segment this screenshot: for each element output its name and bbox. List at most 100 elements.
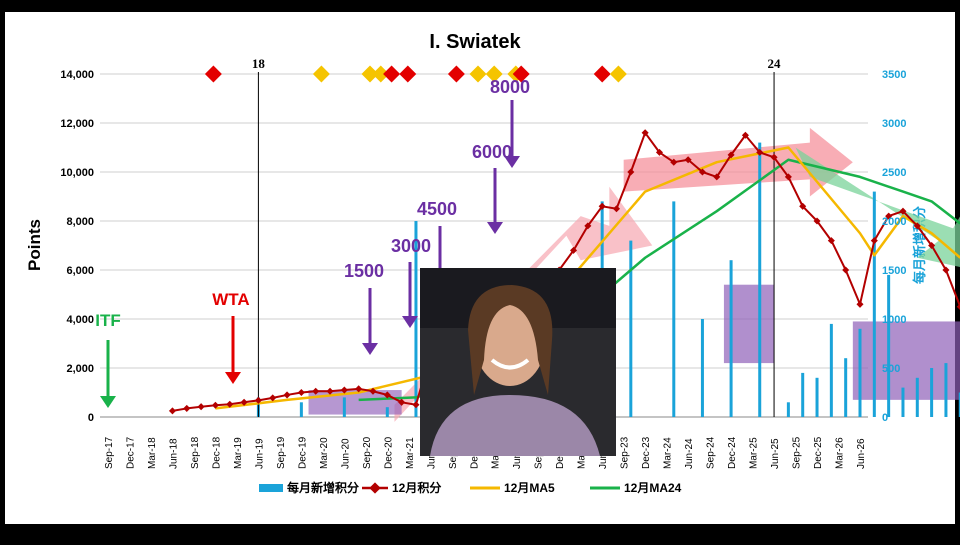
title-diamond xyxy=(399,65,417,83)
points-marker xyxy=(627,168,635,176)
y-tick-label: 12,000 xyxy=(60,118,94,130)
x-tick-label: Mar-20 xyxy=(319,437,330,469)
points-marker xyxy=(312,387,320,395)
points-marker xyxy=(226,400,234,408)
x-tick-label: Mar-24 xyxy=(663,437,674,469)
x-tick-label: Dec-18 xyxy=(211,436,222,469)
y-tick-label: 8,000 xyxy=(66,216,94,228)
title-diamond xyxy=(469,65,487,83)
title-diamond xyxy=(609,65,627,83)
chart-title: I. Swiatek xyxy=(429,31,521,53)
points-marker xyxy=(856,300,864,308)
legend-label-ma24: 12月MA24 xyxy=(624,481,682,495)
monthly-bar xyxy=(672,201,676,417)
points-marker xyxy=(799,202,807,210)
x-tick-label: Mar-18 xyxy=(147,437,158,469)
highlight-box-2025 xyxy=(852,321,960,400)
points-marker xyxy=(899,207,907,215)
x-tick-label: Jun-18 xyxy=(168,438,179,469)
points-marker xyxy=(283,391,291,399)
y2-tick-label: 500 xyxy=(882,363,900,375)
legend-swatch-monthly xyxy=(259,484,283,492)
points-marker xyxy=(827,237,835,245)
y2-tick-label: 3500 xyxy=(882,69,906,81)
points-marker xyxy=(885,212,893,220)
points-marker xyxy=(297,388,305,397)
points-marker xyxy=(240,398,248,406)
title-diamond xyxy=(485,65,503,83)
y-tick-label: 10,000 xyxy=(60,167,94,179)
points-marker xyxy=(770,153,778,161)
points-marker xyxy=(928,241,936,250)
x-tick-label: Jun-19 xyxy=(254,438,265,469)
monthly-bar xyxy=(930,368,934,417)
x-tick-label: Mar-21 xyxy=(405,437,416,469)
annotation-8000: 8000 xyxy=(490,77,530,97)
annotation-6000: 6000 xyxy=(472,142,512,162)
year-divider-label: 18 xyxy=(252,56,266,71)
monthly-bar xyxy=(801,372,805,417)
ma5-line xyxy=(215,146,960,410)
monthly-bar xyxy=(700,319,704,417)
y2-tick-label: 2500 xyxy=(882,167,906,179)
y2-tick-label: 1500 xyxy=(882,265,906,277)
monthly-bar xyxy=(944,363,948,417)
y-axis-label: Points xyxy=(25,219,44,271)
monthly-bar xyxy=(844,358,848,417)
year-divider-label: 24 xyxy=(768,56,782,71)
x-tick-label: Mar-19 xyxy=(233,437,244,469)
x-tick-label: Mar-25 xyxy=(749,437,760,469)
monthly-bar xyxy=(758,142,762,417)
y2-tick-label: 0 xyxy=(882,412,888,424)
points-marker xyxy=(168,407,176,415)
points-marker xyxy=(584,222,592,230)
points-marker xyxy=(684,156,692,164)
monthly-bar xyxy=(858,328,862,417)
legend: 每月新增积分 12月积分 12月MA5 12月MA24 xyxy=(259,480,682,495)
monthly-bar xyxy=(629,240,633,417)
annotation-6000-arrow-head xyxy=(487,222,503,234)
player-photo xyxy=(420,268,616,456)
title-diamond xyxy=(372,65,390,83)
monthly-bar xyxy=(729,260,733,417)
x-tick-label: Jun-25 xyxy=(770,438,781,469)
annotation-itf-arrow-head xyxy=(100,396,116,408)
y-tick-label: 14,000 xyxy=(60,69,94,81)
x-tick-label: Dec-23 xyxy=(641,436,652,469)
x-tick-label: Dec-17 xyxy=(125,436,136,469)
points-marker xyxy=(211,401,219,409)
points-marker xyxy=(197,403,205,411)
points-marker xyxy=(727,151,735,159)
legend-label-monthly: 每月新增积分 xyxy=(287,480,359,495)
points-marker xyxy=(183,404,191,412)
title-diamond xyxy=(204,65,222,83)
x-tick-label: Jun-26 xyxy=(856,438,867,469)
x-tick-label: Sep-23 xyxy=(620,436,631,469)
trend-arrow-up xyxy=(394,186,653,422)
y2-tick-label: 1000 xyxy=(882,314,906,326)
x-tick-label: Mar-26 xyxy=(835,437,846,469)
trend-arrow-flat xyxy=(623,127,853,197)
points-marker xyxy=(369,387,377,395)
title-diamond xyxy=(512,65,530,83)
points-marker xyxy=(269,394,277,402)
annotation-3000-arrow-head xyxy=(402,316,418,328)
points-marker xyxy=(641,129,649,137)
points-marker xyxy=(569,246,578,254)
x-tick-label: Sep-25 xyxy=(792,436,803,469)
x-tick-label: Sep-17 xyxy=(104,436,115,469)
monthly-bar xyxy=(815,377,819,417)
points-marker xyxy=(383,391,391,399)
annotation-3000: 3000 xyxy=(391,236,431,256)
x-tick-label: Dec-25 xyxy=(813,436,824,469)
points-marker xyxy=(784,173,792,181)
y2-tick-label: 3000 xyxy=(882,118,906,130)
points-marker xyxy=(813,217,821,225)
y-tick-label: 0 xyxy=(88,412,94,424)
points-marker xyxy=(698,168,706,176)
monthly-bar xyxy=(829,323,833,417)
monthly-bar xyxy=(887,274,891,417)
annotation-wta: WTA xyxy=(212,290,249,309)
points-marker xyxy=(870,237,878,245)
